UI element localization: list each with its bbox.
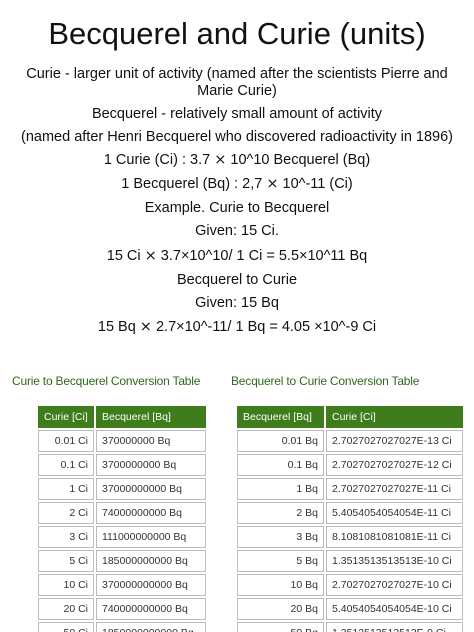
table-cell: 1850000000000 Bq	[96, 622, 206, 632]
table-header: Curie [Ci]	[326, 406, 463, 428]
text-line: 1 Curie (Ci) : 3.7 ⨯ 10^10 Becquerel (Bq…	[103, 152, 371, 168]
table-cell: 370000000 Bq	[96, 430, 206, 452]
table-header: Becquerel [Bq]	[96, 406, 206, 428]
table-cell: 1.3513513513513E-9 Ci	[326, 622, 463, 632]
table-cell: 10 Ci	[38, 574, 94, 596]
table-cell: 0.01 Bq	[237, 430, 324, 452]
table-cell: 1 Bq	[237, 478, 324, 500]
table-cell: 111000000000 Bq	[96, 526, 206, 548]
table-cell: 1 Ci	[38, 478, 94, 500]
table-cell: 370000000000 Bq	[96, 574, 206, 596]
table-cell: 3700000000 Bq	[96, 454, 206, 476]
table-cell: 740000000000 Bq	[96, 598, 206, 620]
table-title: Becquerel to Curie Conversion Table	[231, 374, 420, 388]
table-cell: 5 Ci	[38, 550, 94, 572]
table-cell: 20 Bq	[237, 598, 324, 620]
table-cell: 20 Ci	[38, 598, 94, 620]
table-cell: 3 Ci	[38, 526, 94, 548]
text-line: 1 Becquerel (Bq) : 2,7 ⨯ 10^-11 (Ci)	[121, 176, 353, 192]
table-header: Becquerel [Bq]	[237, 406, 324, 428]
title: Becquerel and Curie (units)	[48, 16, 426, 51]
table-cell: 2.7027027027027E-10 Ci	[326, 574, 463, 596]
table-cell: 50 Bq	[237, 622, 324, 632]
table-cell: 5 Bq	[237, 550, 324, 572]
text-line: 15 Ci ⨯ 3.7×10^10/ 1 Ci = 5.5×10^11 Bq	[106, 248, 368, 264]
table-cell: 185000000000 Bq	[96, 550, 206, 572]
table-cell: 37000000000 Bq	[96, 478, 206, 500]
table-cell: 5.4054054054054E-11 Ci	[326, 502, 463, 524]
table-title: Curie to Becquerel Conversion Table	[12, 374, 201, 388]
text-line: Becquerel to Curie	[176, 272, 298, 288]
text-line: 15 Bq ⨯ 2.7×10^-11/ 1 Bq = 4.05 ×10^-9 C…	[97, 319, 377, 335]
table-cell: 2.7027027027027E-11 Ci	[326, 478, 463, 500]
table-cell: 2.7027027027027E-12 Ci	[326, 454, 463, 476]
text-line: Given: 15 Ci.	[195, 223, 279, 239]
table-cell: 2.7027027027027E-13 Ci	[326, 430, 463, 452]
table-header: Curie [Ci]	[38, 406, 94, 428]
table-cell: 50 Ci	[38, 622, 94, 632]
table-cell: 74000000000 Bq	[96, 502, 206, 524]
text-line: (named after Henri Becquerel who discove…	[21, 129, 453, 145]
table-cell: 5.4054054054054E-10 Ci	[326, 598, 463, 620]
text-line: Curie - larger unit of activity (named a…	[26, 66, 448, 99]
text-line: Becquerel - relatively small amount of a…	[91, 106, 383, 122]
table-cell: 10 Bq	[237, 574, 324, 596]
text-line: Given: 15 Bq	[195, 295, 279, 311]
table-cell: 8.1081081081081E-11 Ci	[326, 526, 463, 548]
table-cell: 1.3513513513513E-10 Ci	[326, 550, 463, 572]
text-line: Example. Curie to Becquerel	[144, 200, 330, 216]
table-cell: 2 Ci	[38, 502, 94, 524]
table-cell: 0.1 Bq	[237, 454, 324, 476]
table-cell: 0.1 Ci	[38, 454, 94, 476]
table-cell: 0.01 Ci	[38, 430, 94, 452]
table-cell: 3 Bq	[237, 526, 324, 548]
table-cell: 2 Bq	[237, 502, 324, 524]
